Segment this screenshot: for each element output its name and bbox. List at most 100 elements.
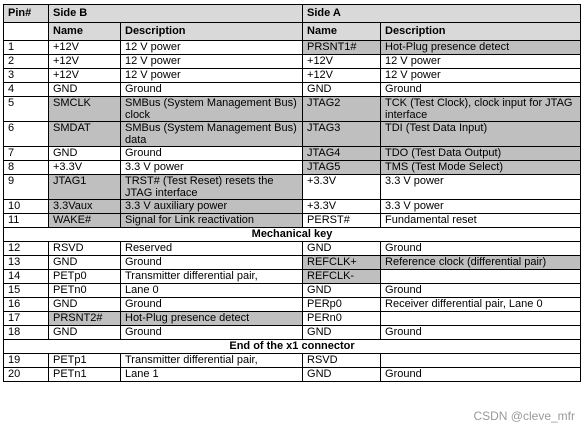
a-name-cell: JTAG5 bbox=[302, 160, 382, 175]
table-row: 8 +3.3V 3.3 V power JTAG5 TMS (Test Mode… bbox=[3, 160, 582, 175]
a-desc-cell bbox=[380, 269, 582, 284]
pin-cell: 12 bbox=[3, 241, 49, 256]
b-name-cell: JTAG1 bbox=[48, 174, 121, 200]
a-desc-cell: Receiver differential pair, Lane 0 bbox=[380, 297, 582, 312]
a-name-cell: RSVD bbox=[302, 353, 382, 368]
pin-cell: 8 bbox=[3, 160, 49, 175]
b-desc-cell: Lane 1 bbox=[119, 367, 304, 382]
b-name-cell: +12V bbox=[48, 68, 121, 83]
b-name-cell: SMDAT bbox=[48, 121, 121, 147]
section-row: Mechanical key bbox=[2, 227, 582, 242]
table-row: 2 +12V 12 V power +12V 12 V power bbox=[3, 54, 582, 69]
subheader-name-a: Name bbox=[302, 22, 382, 41]
pin-cell: 11 bbox=[3, 213, 49, 228]
b-desc-cell: 3.3 V power bbox=[119, 160, 304, 175]
header-side-a: Side A bbox=[302, 4, 582, 23]
b-name-cell: PETp1 bbox=[48, 353, 121, 368]
a-desc-cell bbox=[380, 311, 582, 326]
b-name-cell: GND bbox=[48, 297, 121, 312]
table-row: 16 GND Ground PERp0 Receiver differentia… bbox=[3, 297, 582, 312]
section-mechanical-key: Mechanical key bbox=[2, 227, 582, 242]
a-name-cell: PERST# bbox=[302, 213, 382, 228]
section-end-x1: End of the x1 connector bbox=[2, 339, 582, 354]
a-name-cell: GND bbox=[302, 325, 382, 340]
a-name-cell: GND bbox=[302, 367, 382, 382]
a-desc-cell: Ground bbox=[380, 367, 582, 382]
table-row: 7 GND Ground JTAG4 TDO (Test Data Output… bbox=[3, 146, 582, 161]
b-name-cell: SMCLK bbox=[48, 96, 121, 122]
table-row: 3 +12V 12 V power +12V 12 V power bbox=[3, 68, 582, 83]
a-name-cell: GND bbox=[302, 283, 382, 298]
b-name-cell: GND bbox=[48, 255, 121, 270]
a-name-cell: +3.3V bbox=[302, 199, 382, 214]
b-desc-cell: 12 V power bbox=[119, 68, 304, 83]
a-name-cell: REFCLK+ bbox=[302, 255, 382, 270]
b-desc-cell: 12 V power bbox=[119, 40, 304, 55]
a-desc-cell: Ground bbox=[380, 241, 582, 256]
pin-cell: 9 bbox=[3, 174, 49, 200]
table-row: 1 +12V 12 V power PRSNT1# Hot-Plug prese… bbox=[3, 40, 582, 55]
a-name-cell: +3.3V bbox=[302, 174, 382, 200]
header-side-b: Side B bbox=[47, 4, 304, 23]
pin-cell: 2 bbox=[3, 54, 49, 69]
a-desc-cell: TMS (Test Mode Select) bbox=[380, 160, 582, 175]
a-desc-cell: Ground bbox=[380, 283, 582, 298]
b-name-cell: WAKE# bbox=[48, 213, 121, 228]
a-name-cell: JTAG3 bbox=[302, 121, 382, 147]
a-name-cell: PRSNT1# bbox=[302, 40, 382, 55]
a-desc-cell: 3.3 V power bbox=[380, 174, 582, 200]
pin-cell: 13 bbox=[3, 255, 49, 270]
subheader-name-b: Name bbox=[48, 22, 121, 41]
pin-cell: 7 bbox=[3, 146, 49, 161]
a-desc-cell: Reference clock (differential pair) bbox=[380, 255, 582, 270]
watermark: CSDN @cleve_mfr bbox=[473, 409, 575, 423]
b-name-cell: 3.3Vaux bbox=[48, 199, 121, 214]
a-desc-cell: 12 V power bbox=[380, 68, 582, 83]
b-desc-cell: Transmitter differential pair, bbox=[119, 353, 304, 368]
a-desc-cell: Fundamental reset bbox=[380, 213, 582, 228]
a-name-cell: JTAG4 bbox=[302, 146, 382, 161]
b-desc-cell: Ground bbox=[119, 82, 304, 97]
table-row: 17 PRSNT2# Hot-Plug presence detect PERn… bbox=[3, 311, 582, 326]
a-name-cell: +12V bbox=[302, 68, 382, 83]
b-desc-cell: TRST# (Test Reset) resets the JTAG inter… bbox=[119, 174, 304, 200]
a-desc-cell: Ground bbox=[380, 82, 582, 97]
table-row: 4 GND Ground GND Ground bbox=[3, 82, 582, 97]
b-name-cell: PETn0 bbox=[48, 283, 121, 298]
a-desc-cell: 3.3 V power bbox=[380, 199, 582, 214]
pin-cell: 4 bbox=[3, 82, 49, 97]
b-name-cell: PETp0 bbox=[48, 269, 121, 284]
section-row: End of the x1 connector bbox=[2, 339, 582, 354]
table-row: 10 3.3Vaux 3.3 V auxiliary power +3.3V 3… bbox=[3, 199, 582, 214]
table-row: 12 RSVD Reserved GND Ground bbox=[3, 241, 582, 256]
a-name-cell: +12V bbox=[302, 54, 382, 69]
a-desc-cell: TDO (Test Data Output) bbox=[380, 146, 582, 161]
b-desc-cell: Hot-Plug presence detect bbox=[119, 311, 304, 326]
pin-cell: 10 bbox=[3, 199, 49, 214]
b-desc-cell: Ground bbox=[119, 325, 304, 340]
a-name-cell: GND bbox=[302, 82, 382, 97]
b-desc-cell: Ground bbox=[119, 255, 304, 270]
b-desc-cell: Reserved bbox=[119, 241, 304, 256]
b-desc-cell: Transmitter differential pair, bbox=[119, 269, 304, 284]
subheader-blank bbox=[3, 22, 49, 41]
b-desc-cell: Lane 0 bbox=[119, 283, 304, 298]
pin-cell: 3 bbox=[3, 68, 49, 83]
a-name-cell: PERp0 bbox=[302, 297, 382, 312]
a-desc-cell bbox=[380, 353, 582, 368]
b-name-cell: +3.3V bbox=[48, 160, 121, 175]
pin-cell: 6 bbox=[3, 121, 49, 147]
b-name-cell: PETn1 bbox=[48, 367, 121, 382]
header-pin: Pin# bbox=[3, 4, 49, 23]
b-name-cell: +12V bbox=[48, 54, 121, 69]
pin-cell: 20 bbox=[3, 367, 49, 382]
b-name-cell: +12V bbox=[48, 40, 121, 55]
b-desc-cell: Ground bbox=[119, 297, 304, 312]
a-desc-cell: Ground bbox=[380, 325, 582, 340]
table-row: 15 PETn0 Lane 0 GND Ground bbox=[3, 283, 582, 298]
a-desc-cell: TDI (Test Data Input) bbox=[380, 121, 582, 147]
a-desc-cell: 12 V power bbox=[380, 54, 582, 69]
b-name-cell: GND bbox=[48, 325, 121, 340]
pin-cell: 1 bbox=[3, 40, 49, 55]
b-desc-cell: Signal for Link reactivation bbox=[119, 213, 304, 228]
